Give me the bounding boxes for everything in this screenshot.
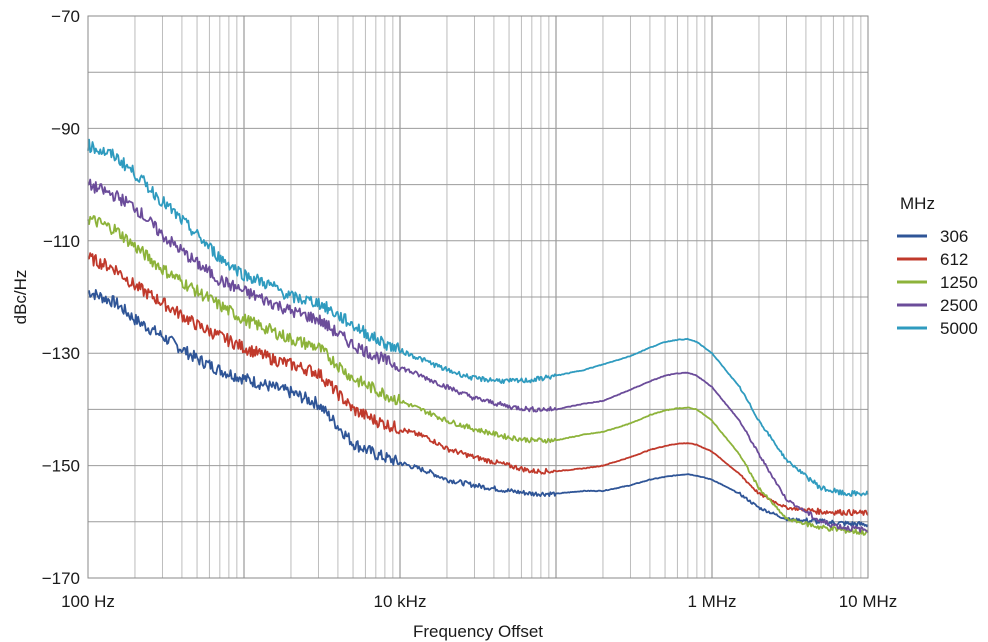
legend-title: MHz (900, 194, 935, 213)
legend-label-2500: 2500 (940, 296, 978, 315)
series-lines (87, 138, 869, 536)
series-line-2500 (87, 178, 869, 533)
y-tick-labels: −70 −90 −110 −130 −150 −170 (42, 7, 80, 588)
y-tick-label: −110 (43, 232, 80, 251)
x-tick-label: 10 kHz (374, 592, 427, 611)
x-tick-label: 100 Hz (61, 592, 115, 611)
y-tick-label: −90 (51, 119, 80, 138)
series-line-1250 (87, 215, 869, 536)
series-line-306 (87, 289, 869, 528)
grid (88, 16, 868, 578)
plot-frame (87, 15, 869, 579)
y-tick-label: −130 (42, 344, 80, 363)
y-tick-label: −150 (42, 457, 80, 476)
legend-label-1250: 1250 (940, 273, 978, 292)
x-tick-label: 1 MHz (687, 592, 736, 611)
y-tick-label: −70 (51, 7, 80, 26)
legend-label-612: 612 (940, 250, 968, 269)
x-tick-label: 10 MHz (839, 592, 898, 611)
legend: MHz 306 612 1250 2500 5000 (897, 194, 978, 338)
series-line-612 (87, 252, 869, 516)
y-tick-label: −170 (42, 569, 80, 588)
legend-label-5000: 5000 (940, 319, 978, 338)
x-tick-labels: 100 Hz 10 kHz 1 MHz 10 MHz (61, 592, 897, 611)
series-line-5000 (87, 138, 869, 497)
y-axis-label: dBc/Hz (11, 270, 30, 325)
legend-label-306: 306 (940, 227, 968, 246)
x-axis-label: Frequency Offset (413, 622, 543, 641)
